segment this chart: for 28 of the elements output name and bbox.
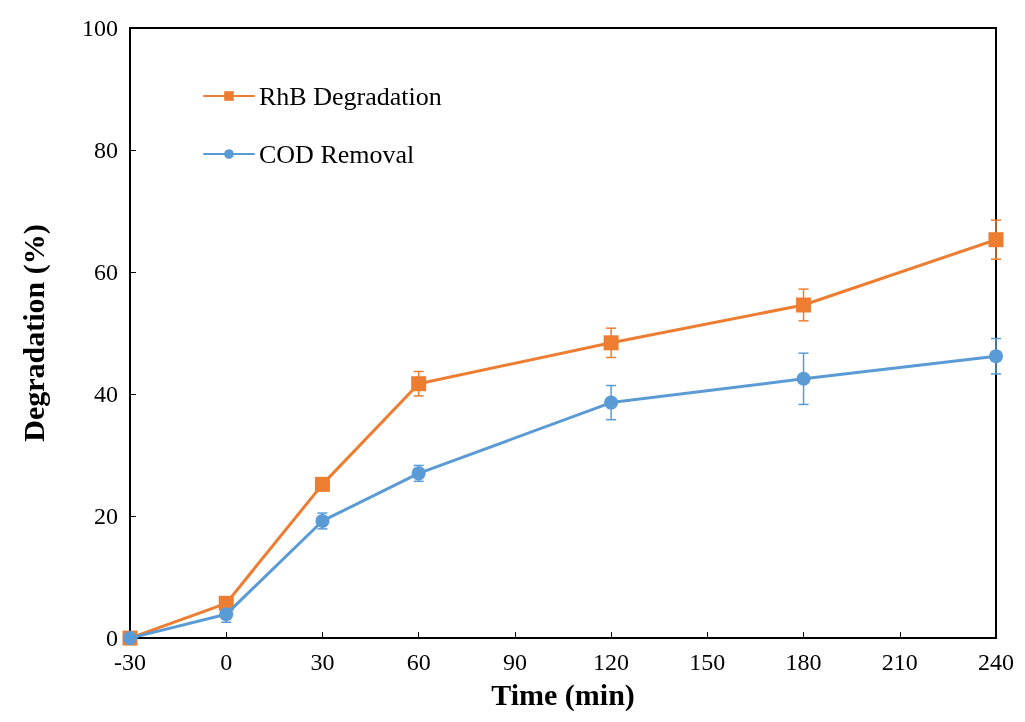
y-tick-label: 100 [82,15,118,41]
x-tick-label: 240 [978,649,1014,676]
y-tick-label: 0 [106,625,118,652]
x-tick-label: 120 [593,649,630,676]
x-tick-label: 150 [689,649,726,676]
point [314,476,330,492]
point [604,395,619,410]
x-tick-label: 90 [502,649,527,676]
point [603,335,619,351]
y-tick-label: 80 [94,137,118,164]
x-tick-label: 180 [785,649,822,676]
x-tick-label: 30 [310,649,335,676]
point [796,297,812,313]
point [411,376,427,392]
y-tick-label: 40 [94,381,118,408]
x-tick-label: 0 [220,649,233,676]
x-tick-label: 60 [406,649,431,676]
legend-label: COD Removal [259,139,415,169]
point [989,349,1003,364]
point [796,371,811,386]
x-tick-label: 210 [881,649,918,676]
point [988,232,1004,248]
y-tick-label: 60 [94,259,118,286]
x-axis-title: Time (min) [491,677,635,712]
legend-label: RhB Degradation [259,81,442,111]
y-axis-title: Degradation (%) [16,224,51,442]
y-tick-label: 20 [94,503,118,530]
x-tick-label: -30 [114,649,146,676]
